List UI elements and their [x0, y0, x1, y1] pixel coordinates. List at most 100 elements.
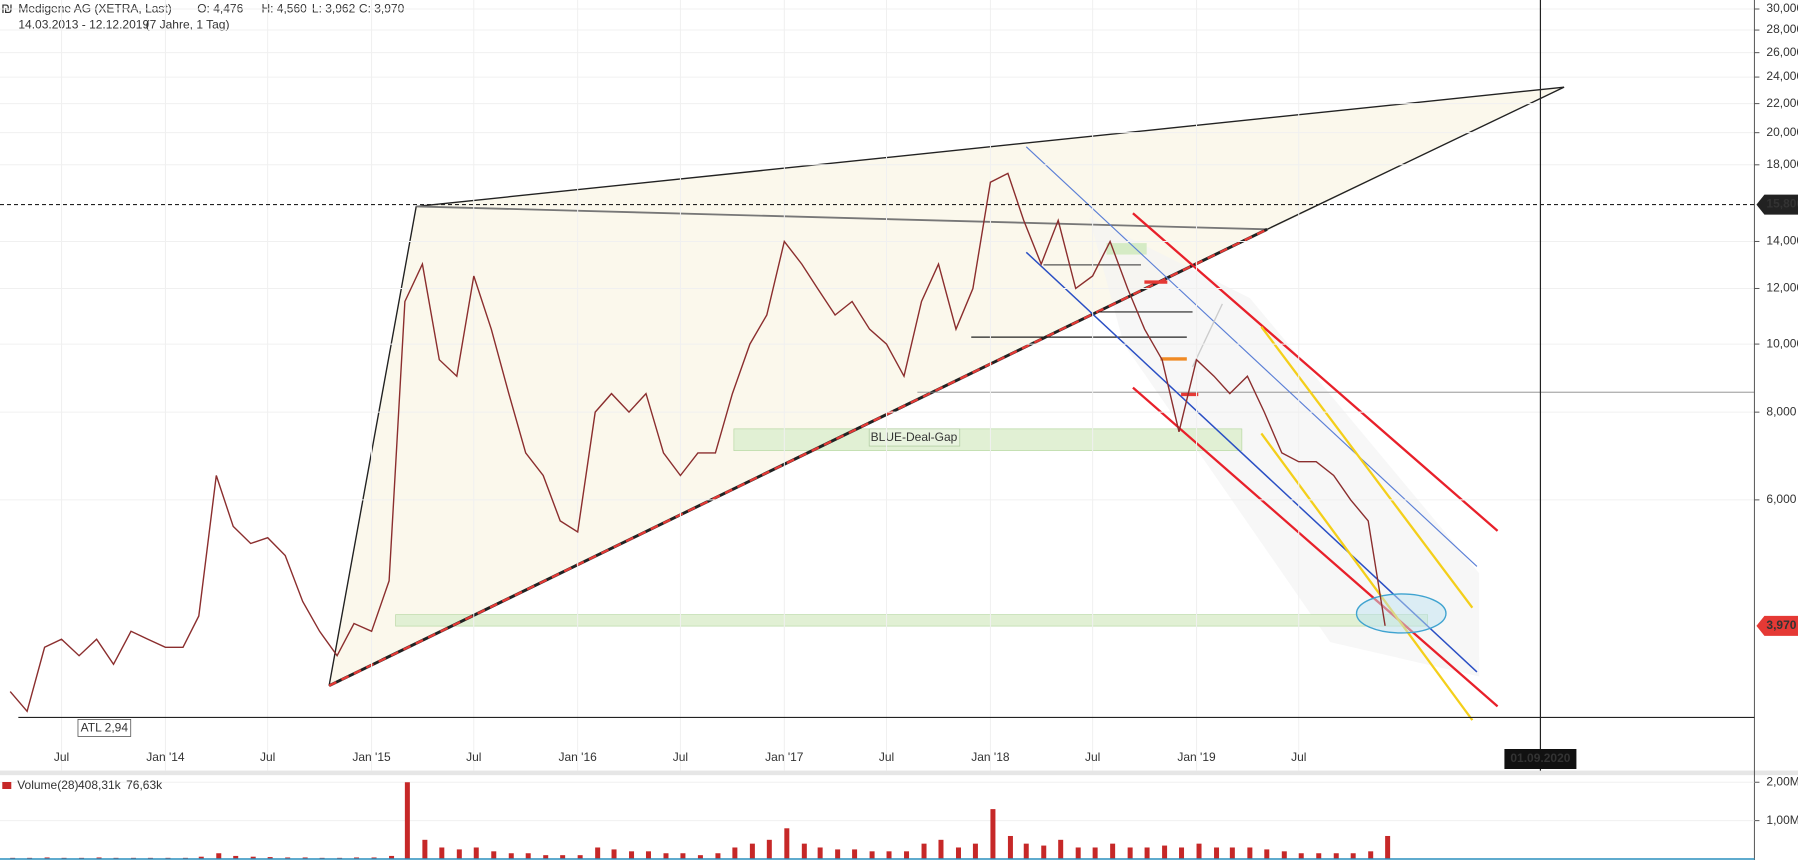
- channel-line: [1132, 386, 1499, 708]
- volume-bar: [663, 853, 669, 859]
- y-tick-label: 1,00M: [1766, 813, 1798, 827]
- legend-value: 76,63k: [126, 778, 163, 792]
- volume-bar: [1007, 835, 1013, 859]
- volume-bar: [680, 853, 686, 859]
- volume-bar: [1110, 843, 1116, 859]
- volume-bar: [852, 849, 858, 859]
- annotation: BLUE-Deal-Gap: [871, 430, 958, 444]
- volume-bar: [1214, 847, 1220, 859]
- volume-bar: [233, 855, 239, 859]
- volume-bar: [1179, 847, 1185, 859]
- x-tick-label: Jul: [673, 750, 688, 764]
- drawings: ₪: [0, 1, 1798, 776]
- volume-bar: [560, 855, 566, 859]
- x-tick-label: Jan '17: [765, 750, 804, 764]
- volume-bar: [96, 857, 102, 859]
- volume-bar: [354, 857, 360, 859]
- volume-bar: [955, 847, 961, 859]
- volume-bar: [869, 851, 875, 859]
- volume-bar: [250, 856, 256, 859]
- volume-bar: [595, 847, 601, 859]
- volume-bar: [715, 853, 721, 859]
- y-tick-label: 26,000: [1766, 45, 1798, 59]
- volume-bar: [198, 856, 204, 859]
- y-tick-label: 10,000: [1766, 336, 1798, 350]
- volume-bar: [44, 857, 50, 859]
- ohlc-label: L: 3,962: [312, 1, 356, 15]
- small-zone: [1106, 243, 1147, 255]
- x-tick-label: Jul: [1085, 750, 1100, 764]
- volume-bar: [732, 847, 738, 859]
- volume-bar: [1075, 847, 1081, 859]
- volume-bar: [404, 782, 410, 859]
- volume-bar: [1281, 851, 1287, 859]
- volume-bar: [697, 855, 703, 859]
- volume-bar: [216, 853, 222, 859]
- volume-bar: [990, 809, 996, 859]
- y-tick-label: 2,00M: [1766, 774, 1798, 788]
- y-tick-label: 12,000: [1766, 281, 1798, 295]
- channel-line: [1260, 432, 1474, 721]
- volume-bar: [389, 855, 395, 859]
- volume-bar: [1247, 847, 1253, 859]
- y-tick-label: 8,000: [1766, 404, 1796, 418]
- volume-bar: [1127, 847, 1133, 859]
- legend-swatch: [2, 782, 12, 789]
- channel-line: [1260, 326, 1474, 609]
- volume-bar: [525, 853, 531, 859]
- volume-bar: [629, 851, 635, 859]
- highlight-ellipse: [1355, 593, 1447, 634]
- subtitle: 14.03.2013 - 12.12.2019: [18, 17, 149, 31]
- volume-bar: [1162, 845, 1168, 859]
- x-tick-label: Jan '16: [558, 750, 597, 764]
- price-marker: [1756, 615, 1798, 636]
- volume-bar: [1316, 853, 1322, 859]
- x-tick-label: Jan '15: [352, 750, 391, 764]
- volume-bar: [371, 857, 377, 859]
- gap-zone: [733, 428, 1243, 451]
- volume-bar: [508, 853, 514, 859]
- volume-bar: [1229, 847, 1235, 859]
- channel-line: [1025, 146, 1478, 567]
- volume-bar: [1385, 835, 1391, 859]
- volume-bar: [835, 849, 841, 859]
- annotation-box: [868, 428, 961, 447]
- annotation-box: [77, 719, 132, 737]
- volume-bar: [886, 851, 892, 859]
- x-tick-label: Jan '18: [971, 750, 1010, 764]
- y-tick-label: 28,000: [1766, 22, 1798, 36]
- volume-bar: [1333, 853, 1339, 859]
- volume-bar: [972, 843, 978, 859]
- volume-bar: [491, 851, 497, 859]
- volume-bar: [473, 847, 479, 859]
- date-label-box: [1504, 749, 1577, 769]
- x-tick-label: Jul: [54, 750, 69, 764]
- channel-fill: [1089, 217, 1480, 677]
- ohlc-label: H: 4,560: [261, 1, 307, 15]
- volume-bar: [285, 857, 291, 859]
- ohlc-label: O: 4,476: [197, 1, 243, 15]
- volume-bar: [801, 843, 807, 859]
- x-tick-label: Jan '14: [146, 750, 185, 764]
- volume-bar: [1368, 851, 1374, 859]
- volume-bar: [543, 855, 549, 859]
- y-tick-label: 30,000: [1766, 1, 1798, 15]
- volume-bar: [1144, 847, 1150, 859]
- trend-line: [328, 228, 1268, 687]
- volume-bar: [1023, 843, 1029, 859]
- ohlc-label: C: 3,970: [359, 1, 405, 15]
- volume-bar: [1298, 853, 1304, 859]
- channel-line: [1191, 303, 1223, 368]
- x-tick-label: Jul: [466, 750, 481, 764]
- volume-bar: [817, 847, 823, 859]
- legend-value: 408,31k: [78, 778, 122, 792]
- y-tick-label: 24,000: [1766, 69, 1798, 83]
- x-tick-label: Jul: [260, 750, 275, 764]
- support-zone: [395, 614, 1428, 627]
- volume-bar: [611, 849, 617, 859]
- price-marker: [1756, 194, 1798, 215]
- date-label: 01.09.2020: [1510, 751, 1570, 765]
- chart-icon: ₪: [1, 1, 13, 16]
- volume-bar: [422, 839, 428, 859]
